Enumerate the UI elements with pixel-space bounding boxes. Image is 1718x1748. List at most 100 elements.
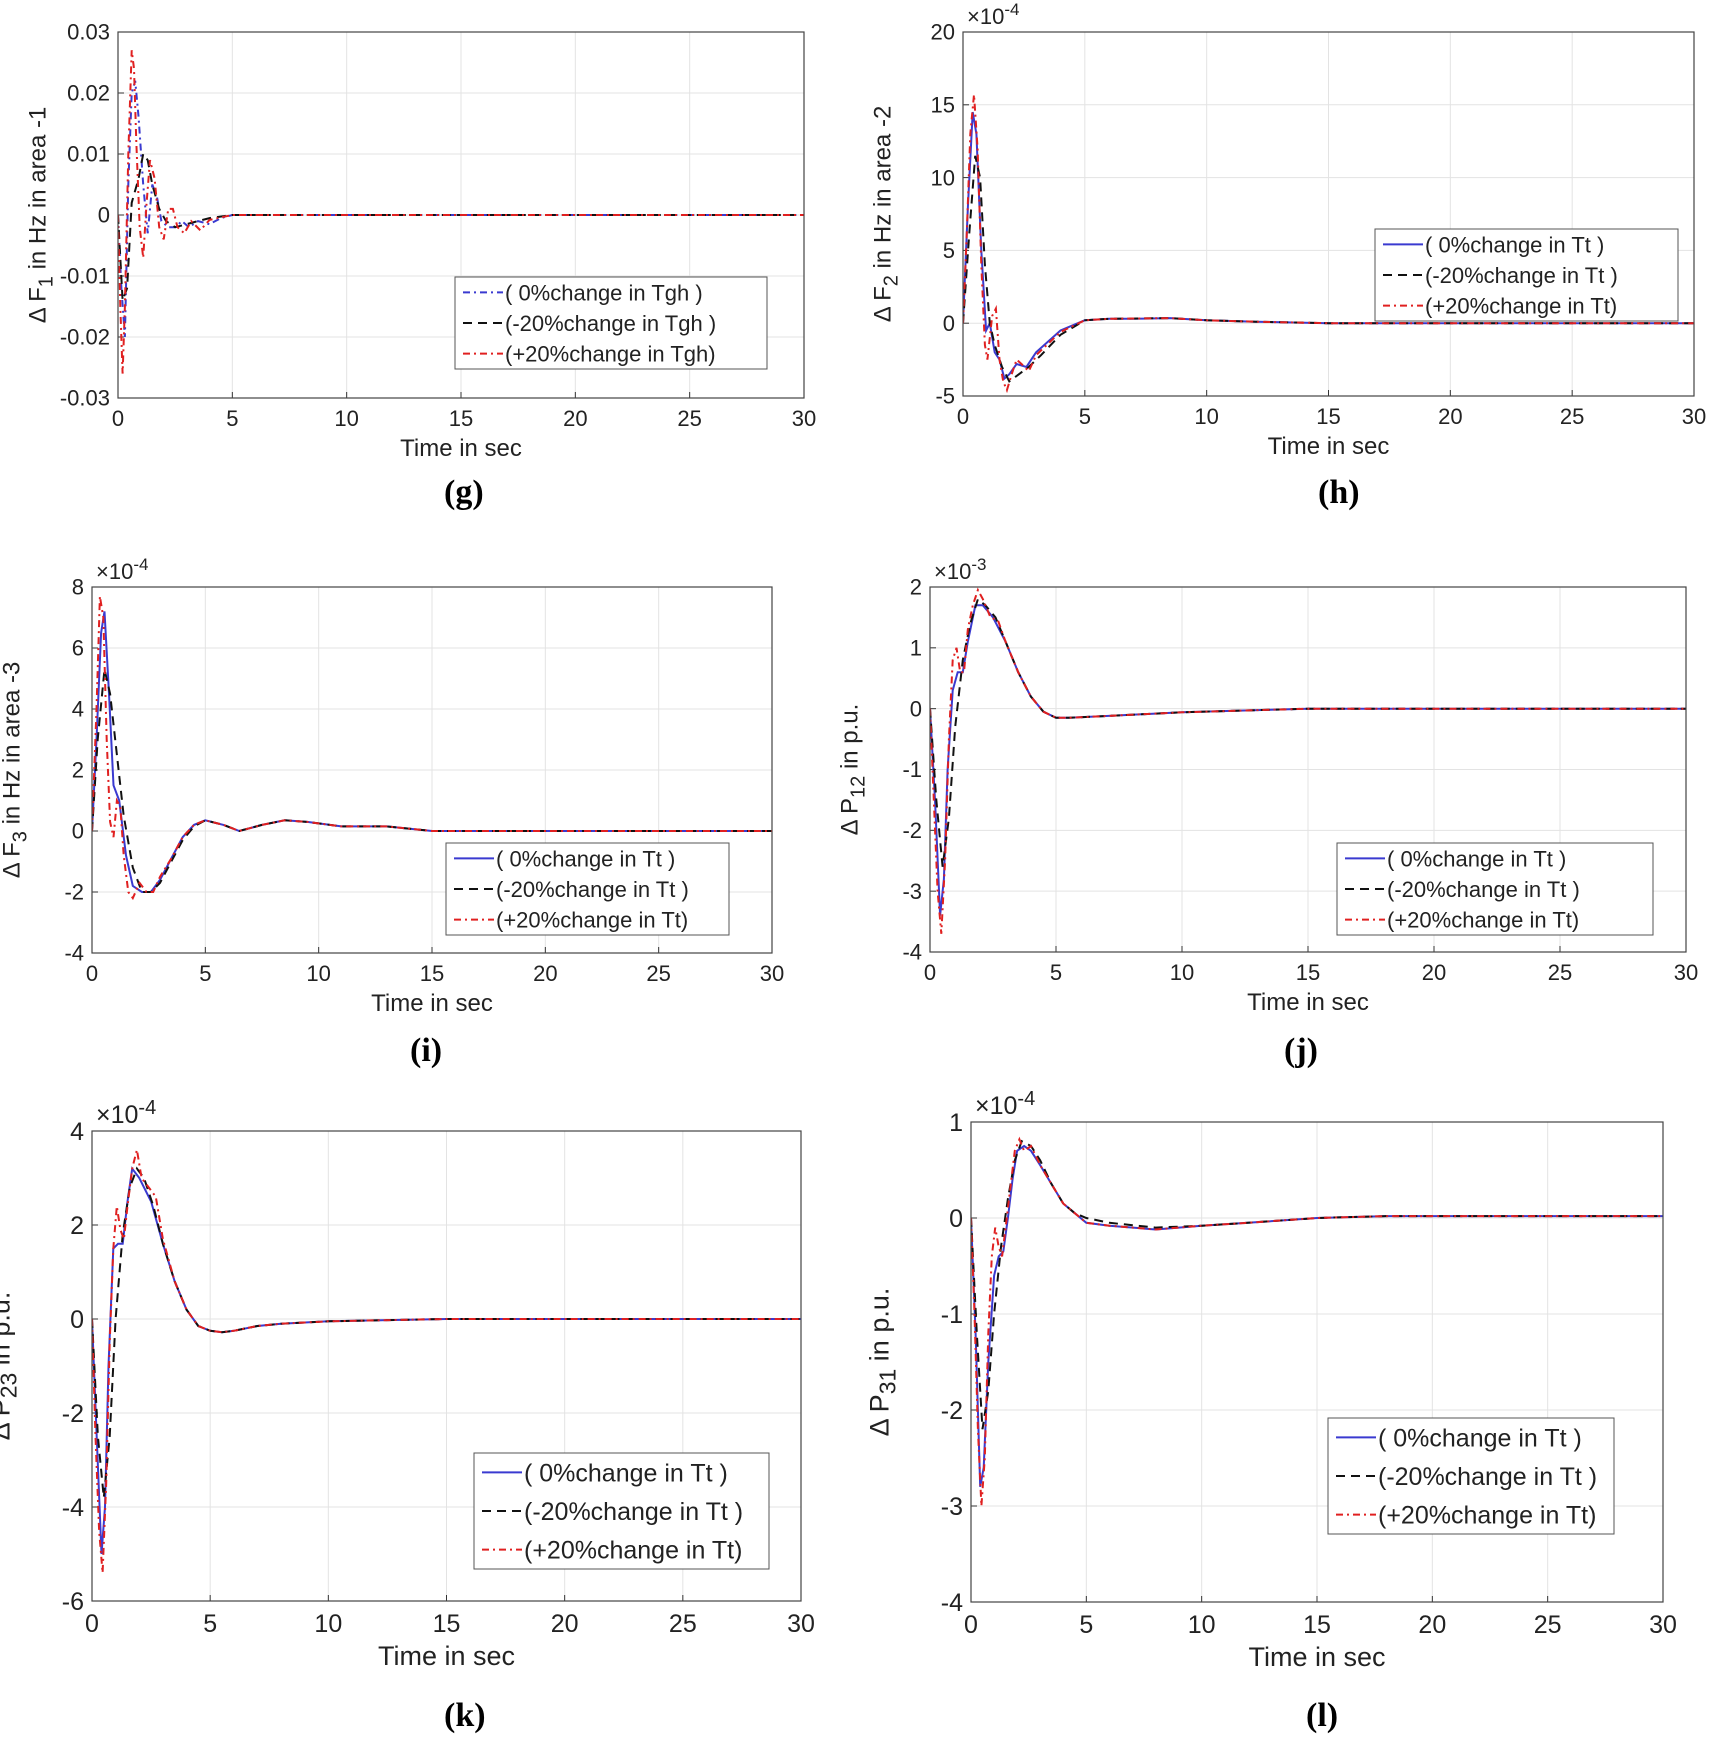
- axis-multiplier: ×10-4: [96, 1097, 156, 1129]
- y-tick-label: -0.03: [60, 386, 110, 411]
- series-line-2: [963, 94, 1694, 394]
- x-tick-label: 15: [420, 961, 444, 986]
- y-tick-label: -2: [902, 818, 922, 843]
- y-tick-label: -2: [64, 880, 84, 905]
- series-line-2: [92, 1149, 801, 1573]
- y-tick-label: 0: [72, 819, 84, 844]
- axes-frame: [962, 31, 1695, 397]
- y-axis-label: Δ P23 in p.u.: [0, 1292, 22, 1441]
- x-tick-label: 0: [924, 960, 936, 985]
- x-tick-label: 0: [85, 1610, 99, 1638]
- x-tick-label: 15: [1303, 1611, 1331, 1639]
- x-tick-label: 5: [1079, 1611, 1093, 1639]
- x-tick-label: 0: [957, 404, 969, 429]
- legend-entry-1: (-20%change in Tt ): [1378, 1463, 1597, 1491]
- legend: ( 0%change in Tt ) (-20%change in Tt ) (+2…: [1327, 1417, 1615, 1535]
- y-tick-label: -3: [902, 879, 922, 904]
- x-tick-label: 10: [1194, 404, 1218, 429]
- y-tick-label: -3: [941, 1493, 963, 1521]
- y-tick-label: -4: [902, 940, 922, 965]
- axes-frame: [117, 31, 805, 399]
- x-tick-label: 15: [449, 406, 473, 431]
- y-tick-label: 0: [949, 1205, 963, 1233]
- x-tick-label: 25: [1548, 960, 1572, 985]
- x-tick-label: 10: [334, 406, 358, 431]
- panel-label-i: (i): [410, 1032, 443, 1069]
- legend-box: [1336, 842, 1654, 936]
- y-tick-label: -4: [62, 1494, 84, 1522]
- chart-panel-2: 0 5 10 15 20 25 30 -4 -2 0 2 4 6 8 Time in sec Δ F3 in …: [0, 555, 784, 1017]
- x-tick-label: 10: [306, 961, 330, 986]
- x-tick-label: 20: [551, 1610, 579, 1638]
- legend-entry-0: ( 0%change in Tt ): [1387, 846, 1566, 871]
- legend-entry-2: (+20%change in Tt): [1387, 908, 1579, 933]
- y-tick-label: 1: [949, 1109, 963, 1137]
- y-tick-label: 0.03: [67, 20, 110, 45]
- x-tick-label: 0: [964, 1611, 978, 1639]
- series-line-1: [118, 151, 804, 301]
- x-tick-label: 30: [1649, 1611, 1677, 1639]
- legend-entry-0: ( 0%change in Tt ): [524, 1459, 728, 1487]
- y-tick-label: 0: [910, 696, 922, 721]
- panel-label-k: (k): [444, 1697, 486, 1734]
- series-line-0: [118, 80, 804, 338]
- y-tick-label: -1: [941, 1301, 963, 1329]
- x-tick-label: 20: [533, 961, 557, 986]
- y-tick-label: -0.01: [60, 264, 110, 289]
- y-tick-label: 0.01: [67, 142, 110, 167]
- y-axis-label: Δ P31 in p.u.: [865, 1288, 901, 1437]
- x-axis-label: Time in sec: [1268, 433, 1390, 460]
- y-tick-label: 20: [931, 20, 955, 45]
- y-axis-label: Δ P12 in p.u.: [836, 704, 869, 836]
- y-tick-label: -1: [902, 757, 922, 782]
- y-tick-label: 4: [72, 697, 84, 722]
- x-tick-label: 5: [199, 961, 211, 986]
- y-tick-label: -4: [64, 941, 84, 966]
- series-line-1: [971, 1139, 1663, 1430]
- legend-entry-0: ( 0%change in Tgh ): [505, 280, 703, 305]
- y-tick-label: 10: [931, 165, 955, 190]
- y-tick-label: 0: [70, 1306, 84, 1334]
- y-tick-label: 0: [98, 203, 110, 228]
- axis-multiplier: ×10-4: [967, 0, 1019, 29]
- y-tick-label: -0.02: [60, 325, 110, 350]
- y-tick-label: 4: [70, 1118, 84, 1146]
- legend-entry-2: (+20%change in Tt): [524, 1537, 742, 1565]
- y-axis-label: Δ F3 in Hz in area -3: [0, 662, 31, 879]
- chart-panel-0: 0 5 10 15 20 25 30 -0.03 -0.02 -0.01 0 0.01 0.02 0.03…: [24, 20, 816, 462]
- x-tick-label: 5: [226, 406, 238, 431]
- x-tick-label: 25: [1560, 404, 1584, 429]
- legend: ( 0%change in Tt ) (-20%change in Tt ) (+2…: [473, 1452, 770, 1570]
- series-line-2: [92, 596, 772, 901]
- x-tick-label: 30: [787, 1610, 815, 1638]
- legend-entry-0: ( 0%change in Tt ): [1425, 232, 1604, 257]
- y-tick-label: -6: [62, 1588, 84, 1616]
- x-tick-label: 30: [1674, 960, 1698, 985]
- x-tick-label: 20: [1438, 404, 1462, 429]
- x-tick-label: 10: [314, 1610, 342, 1638]
- legend-entry-1: (-20%change in Tt ): [496, 877, 689, 902]
- y-tick-label: 5: [943, 238, 955, 263]
- x-tick-label: 0: [86, 961, 98, 986]
- panel-label-l: (l): [1306, 1697, 1339, 1734]
- legend-entry-1: (-20%change in Tt ): [524, 1498, 743, 1526]
- axes-frame: [91, 586, 773, 954]
- y-axis-label: Δ F1 in Hz in area -1: [24, 107, 57, 324]
- legend-entry-1: (-20%change in Tt ): [1425, 263, 1618, 288]
- legend: ( 0%change in Tt ) (-20%change in Tt ) (+2…: [1374, 228, 1679, 322]
- y-tick-label: -2: [941, 1397, 963, 1425]
- legend-box: [473, 1452, 770, 1570]
- y-axis-label: Δ F2 in Hz in area -2: [869, 106, 902, 323]
- x-tick-label: 10: [1170, 960, 1194, 985]
- legend-entry-1: (-20%change in Tgh ): [505, 311, 716, 336]
- series-line-2: [118, 50, 804, 374]
- y-tick-label: 1: [910, 636, 922, 661]
- y-tick-label: 2: [70, 1212, 84, 1240]
- series-line-0: [92, 611, 772, 893]
- chart-panel-3: 0 5 10 15 20 25 30 -4 -3 -2 -1 0 1 2 Time in sec Δ P12 …: [836, 555, 1698, 1016]
- series-line-1: [92, 669, 772, 893]
- panel-label-g: (g): [444, 474, 484, 511]
- axis-multiplier: ×10-3: [934, 555, 986, 584]
- x-tick-label: 30: [1682, 404, 1706, 429]
